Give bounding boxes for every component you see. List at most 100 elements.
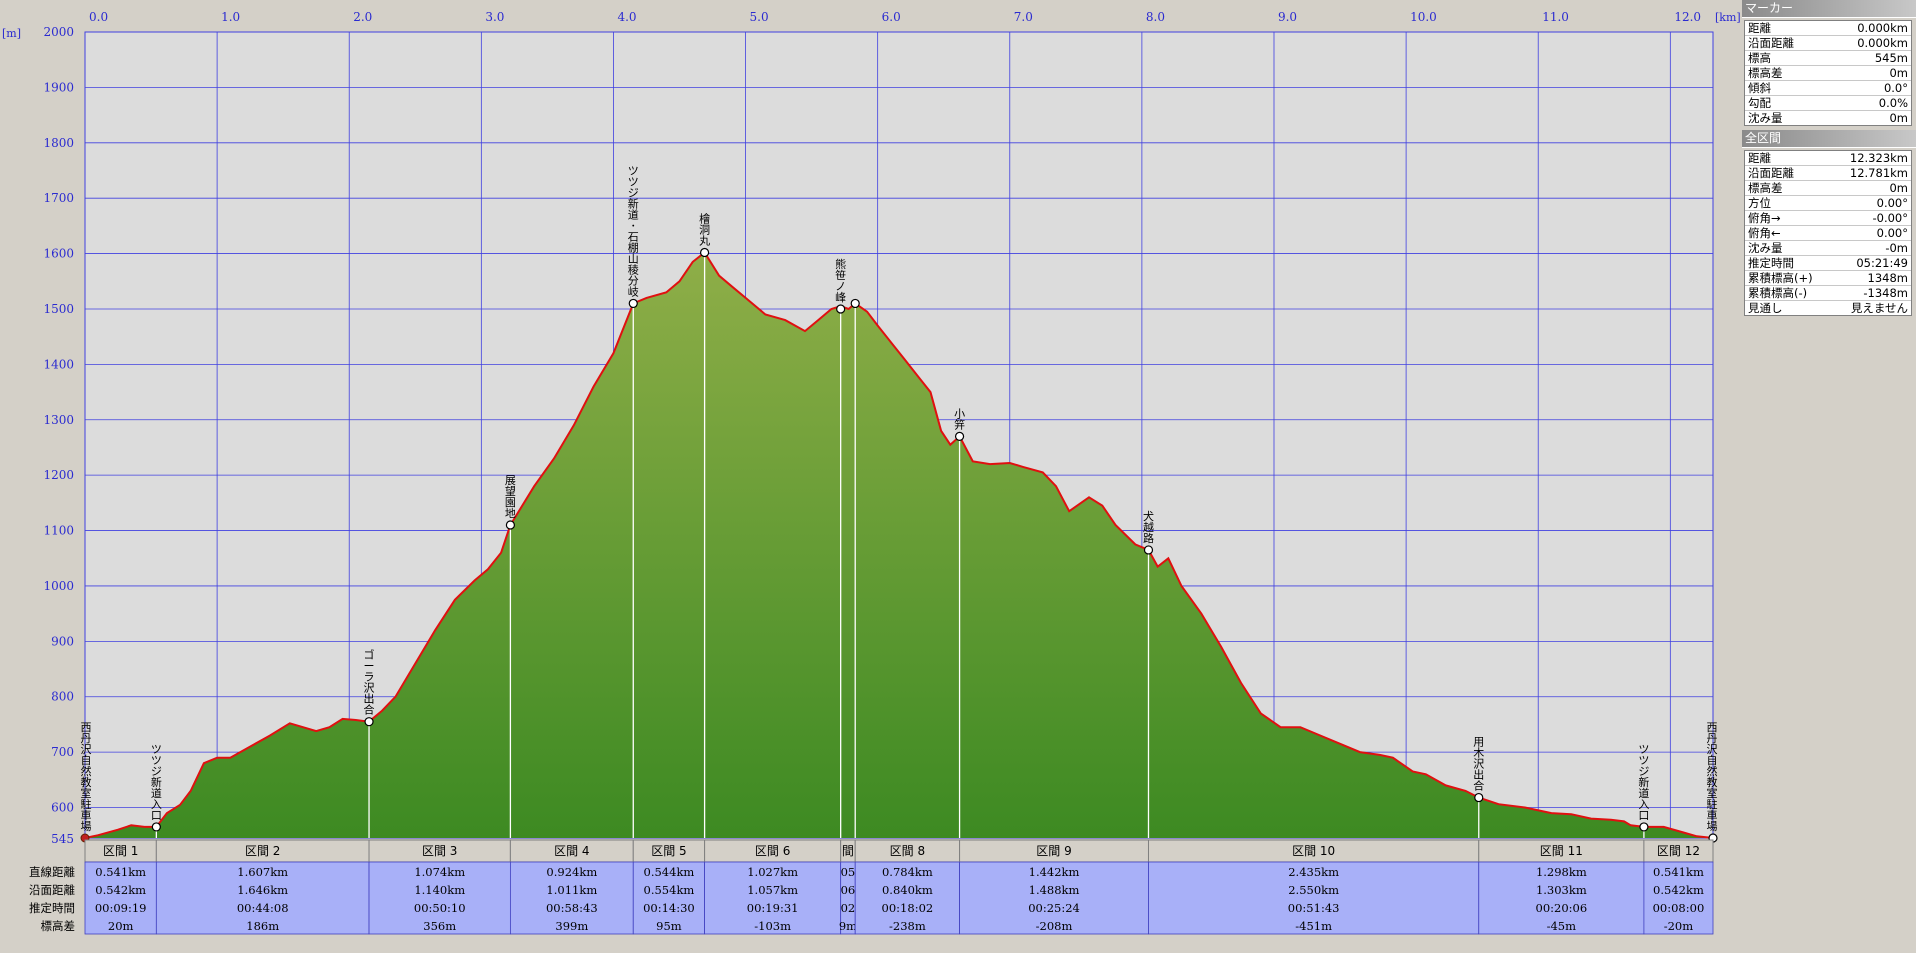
y-tick-label: 1700 xyxy=(43,191,74,205)
y-tick-label: 700 xyxy=(51,745,74,759)
x-tick-label: 3.0 xyxy=(485,10,504,24)
marker-panel-title: マーカー xyxy=(1742,0,1916,18)
x-tick-label: 7.0 xyxy=(1014,10,1033,24)
y-tick-label: 1600 xyxy=(43,247,74,261)
total-row: 見通し 見えません xyxy=(1748,301,1908,315)
y-tick-label: 1200 xyxy=(43,468,74,482)
section-value: -238m xyxy=(889,919,926,933)
section-value: 0.840km xyxy=(882,883,933,897)
waypoint-label: 犬越路 xyxy=(1143,509,1154,545)
waypoint-label: 西丹沢自然教室駐車場 xyxy=(81,721,92,833)
section-value: 0.784km xyxy=(882,865,933,879)
waypoint-label: ツツジ新道入口 xyxy=(1638,743,1649,822)
total-row: 沈み量 -0m xyxy=(1745,241,1911,256)
info-sidebar: マーカー 距離 0.000km 沿面距離 0.000km 標高 545m 標高差 0m … xyxy=(1742,0,1916,953)
section-value: 00:14:30 xyxy=(643,901,695,915)
y-tick-label: 600 xyxy=(51,801,74,815)
elevation-profile-chart: 西丹沢自然教室駐車場 ツツジ新道入口 ゴーラ沢出合 展望園地 ツツジ新道･石棚山稜分岐 檜… xyxy=(2,10,1741,935)
section-value: -451m xyxy=(1295,919,1332,933)
total-table: 距離 12.323km 沿面距離 12.781km 標高差 0m 方位 0.00° 俯角… xyxy=(1744,150,1912,316)
total-row: 沿面距離 12.781km xyxy=(1745,166,1911,181)
x-tick-label: 5.0 xyxy=(750,10,769,24)
section-value: 00:08:00 xyxy=(1653,901,1705,915)
section-data-cell xyxy=(704,861,842,935)
y-tick-label: 1400 xyxy=(43,357,74,371)
section-value: 356m xyxy=(423,919,456,933)
row-header-label: 標高差 xyxy=(41,919,76,933)
section-data-cell xyxy=(1148,861,1480,935)
total-row: 累積標高(+) 1348m xyxy=(1745,271,1911,286)
section-value: 00:58:43 xyxy=(546,901,598,915)
x-tick-label: 6.0 xyxy=(882,10,901,24)
section-name: 区間 5 xyxy=(651,844,686,858)
section-value: 0.541km xyxy=(1653,865,1704,879)
section-data-cell xyxy=(84,861,157,935)
section-name: 区間 9 xyxy=(1036,844,1071,858)
marker-table: 距離 0.000km 沿面距離 0.000km 標高 545m 標高差 0m 傾斜 0.0… xyxy=(1744,20,1912,126)
waypoint-dot xyxy=(954,431,965,441)
y-tick-label: 1300 xyxy=(43,413,74,427)
section-data-cell xyxy=(959,861,1149,935)
section-value: 00:09:19 xyxy=(95,901,147,915)
waypoint-label: 西丹沢自然教室駐車場 xyxy=(1707,721,1718,833)
waypoint-dot xyxy=(699,247,710,258)
y-tick-label: 2000 xyxy=(43,25,74,39)
section-data-cell xyxy=(632,861,705,935)
total-row: 方位 0.00° xyxy=(1745,196,1911,211)
y-tick-label: 900 xyxy=(51,634,74,648)
section-value: 95m xyxy=(656,919,682,933)
section-data-cell xyxy=(368,861,511,935)
section-data-cell xyxy=(1478,861,1645,935)
waypoint-label: 檜洞丸 xyxy=(699,211,710,247)
waypoint-dot xyxy=(850,298,860,309)
waypoint-dot xyxy=(151,822,161,832)
x-tick-label: 8.0 xyxy=(1146,10,1165,24)
waypoint-dot xyxy=(505,520,515,530)
section-value: 1.027km xyxy=(747,865,798,879)
section-value: 00:25:24 xyxy=(1028,901,1080,915)
total-row: 俯角→ -0.00° xyxy=(1745,211,1911,226)
y-tick-label: 1500 xyxy=(43,302,74,316)
y-tick-label: 1900 xyxy=(43,80,74,94)
total-row: 標高差 0m xyxy=(1745,181,1911,196)
section-name: 区間 4 xyxy=(554,844,589,858)
section-value: 1.442km xyxy=(1029,865,1080,879)
x-tick-label: 4.0 xyxy=(617,10,636,24)
row-header-label: 推定時間 xyxy=(29,901,75,915)
elevation-line xyxy=(84,251,1714,839)
section-value: 02 xyxy=(841,901,856,915)
y-unit-label: [m] xyxy=(2,27,21,40)
x-tick-label: 2.0 xyxy=(353,10,372,24)
section-name: 区間 1 xyxy=(103,844,138,858)
x-tick-label: 11.0 xyxy=(1542,10,1569,24)
y-tick-label: 1100 xyxy=(43,524,74,538)
section-value: 1.298km xyxy=(1536,865,1587,879)
section-name: 区間 6 xyxy=(755,844,790,858)
marker-row: 勾配 0.0% xyxy=(1745,96,1911,111)
section-value: 00:18:02 xyxy=(882,901,934,915)
total-row: 俯角← 0.00° xyxy=(1745,226,1911,241)
section-value: 399m xyxy=(555,919,588,933)
section-data-cell xyxy=(1643,861,1714,935)
total-row: 推定時間 05:21:49 xyxy=(1745,256,1911,271)
marker-row: 標高差 0m xyxy=(1745,66,1911,81)
section-value: 0.541km xyxy=(95,865,146,879)
section-value: 1.057km xyxy=(747,883,798,897)
y-base-label: 545 xyxy=(51,832,74,846)
x-unit-label: [km] xyxy=(1715,11,1741,24)
section-value: -103m xyxy=(754,919,791,933)
x-tick-label: 9.0 xyxy=(1278,10,1297,24)
total-row: 距離 12.323km xyxy=(1745,151,1911,166)
waypoint-dot xyxy=(836,304,846,314)
section-name: 区間 8 xyxy=(890,844,925,858)
x-tick-label: 1.0 xyxy=(221,10,240,24)
marker-row: 沿面距離 0.000km xyxy=(1745,36,1911,51)
waypoint-label: ツツジ新道入口 xyxy=(151,743,162,822)
row-header-label: 沿面距離 xyxy=(29,883,75,897)
section-value: 0.544km xyxy=(644,865,695,879)
total-row: 累積標高(-) -1348m xyxy=(1745,286,1911,301)
section-value: 00:20:06 xyxy=(1536,901,1588,915)
marker-row: 標高 545m xyxy=(1745,51,1911,66)
section-value: 1.488km xyxy=(1029,883,1080,897)
row-header-label: 直線距離 xyxy=(29,865,75,879)
